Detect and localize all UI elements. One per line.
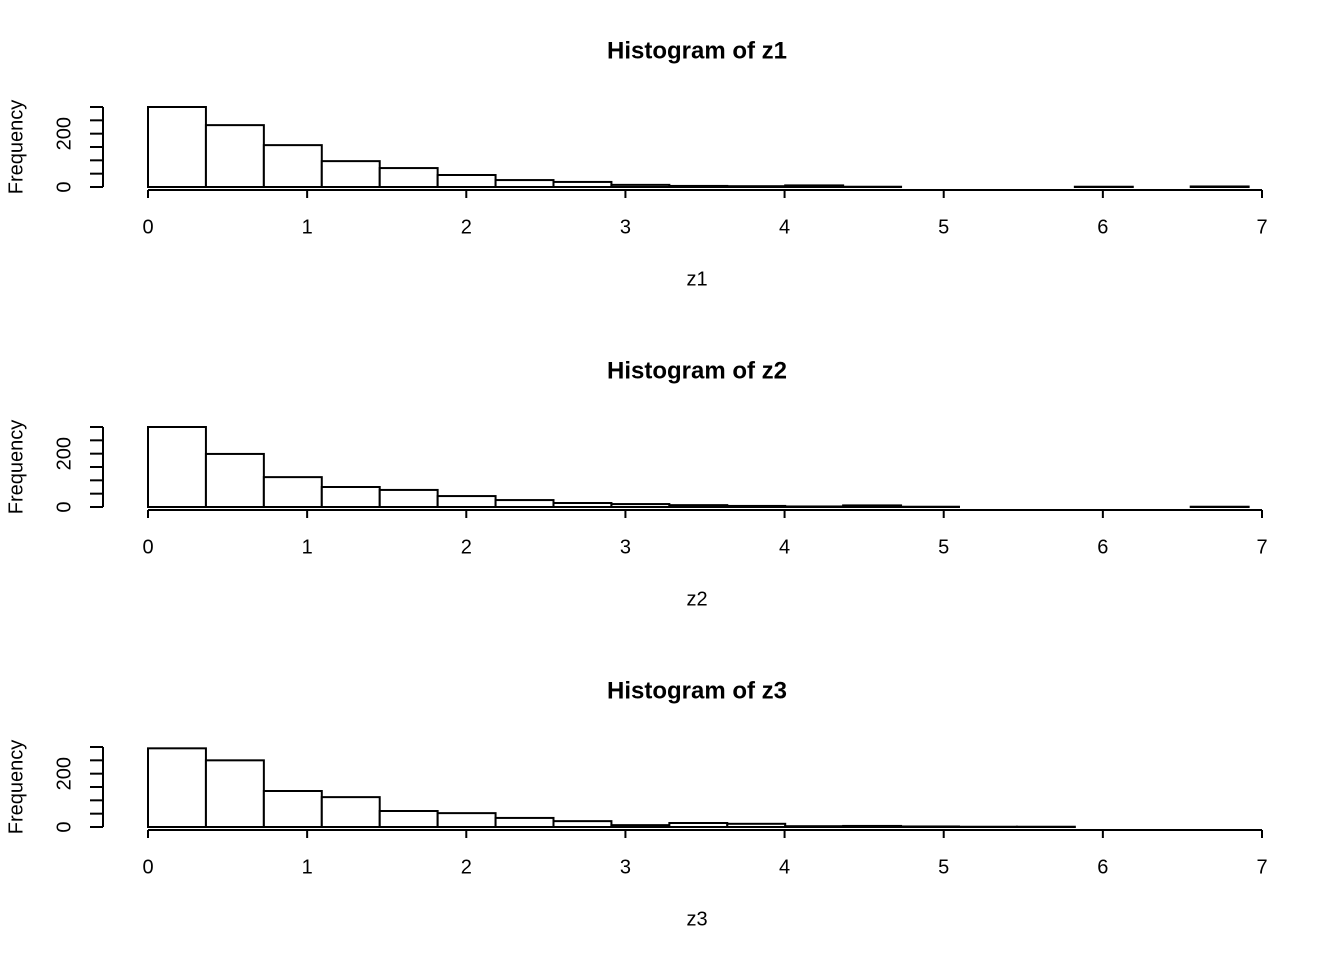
bar [726,504,787,508]
bar [552,180,613,189]
bar [900,825,960,829]
bar [262,790,323,828]
bar [204,124,265,188]
bar [726,822,787,828]
bar [552,820,613,829]
x-tick-label: 0 [142,536,153,558]
bar [494,816,555,829]
y-axis-label: Frequency [5,740,27,835]
bar [494,499,555,509]
x-tick-label: 1 [302,856,313,878]
x-tick-label: 3 [620,216,631,238]
bar [147,426,207,508]
x-tick-label: 0 [142,216,153,238]
bar [204,452,265,508]
x-tick-label: 1 [302,536,313,558]
x-tick-label: 7 [1256,216,1267,238]
bar [1189,185,1250,188]
bar [610,183,671,189]
bar [784,184,845,188]
x-tick-label: 4 [779,536,790,558]
bar [494,179,555,188]
x-tick-label: 4 [779,856,790,878]
x-tick-label: 3 [620,856,631,878]
bar [668,184,729,189]
bar [378,167,439,188]
x-tick-label: 5 [938,216,949,238]
x-tick-label: 3 [620,536,631,558]
x-tick-label: 5 [938,856,949,878]
bar [147,106,207,188]
bar [784,825,845,829]
bar [262,144,323,188]
bar [378,810,439,828]
bar [436,495,497,509]
bar [436,174,497,188]
y-tick-label: 0 [53,501,75,512]
y-tick-label: 200 [53,117,75,150]
bar [320,486,381,508]
bar [320,796,381,829]
chart-title: Histogram of z1 [607,37,787,64]
bar [784,505,845,509]
y-tick-label: 0 [53,181,75,192]
bar [726,185,787,188]
x-tick-label: 2 [461,536,472,558]
bar [204,759,265,828]
x-tick-label: 0 [142,856,153,878]
bar [610,503,671,509]
bar [147,747,207,828]
bar [552,502,613,508]
x-tick-label: 7 [1256,536,1267,558]
y-tick-label: 200 [53,757,75,790]
bar [668,822,729,828]
y-tick-label: 200 [53,437,75,470]
bar [262,476,323,508]
chart-title: Histogram of z3 [607,677,787,704]
chart-title: Histogram of z2 [607,357,787,384]
x-axis-label: z1 [686,268,707,290]
bar [320,160,381,188]
bar [842,504,903,508]
bar [436,812,497,829]
x-tick-label: 4 [779,216,790,238]
x-tick-label: 7 [1256,856,1267,878]
bar [842,824,903,829]
x-tick-label: 6 [1097,856,1108,878]
x-tick-label: 5 [938,536,949,558]
bar [668,504,729,508]
bar [378,488,439,508]
y-axis-label: Frequency [5,420,27,515]
x-tick-label: 6 [1097,216,1108,238]
y-tick-label: 0 [53,821,75,832]
bar [610,824,671,829]
y-axis-label: Frequency [5,100,27,195]
x-tick-label: 1 [302,216,313,238]
x-axis-label: z2 [686,588,707,610]
x-tick-label: 2 [461,856,472,878]
x-tick-label: 6 [1097,536,1108,558]
x-tick-label: 2 [461,216,472,238]
x-axis-label: z3 [686,908,707,930]
